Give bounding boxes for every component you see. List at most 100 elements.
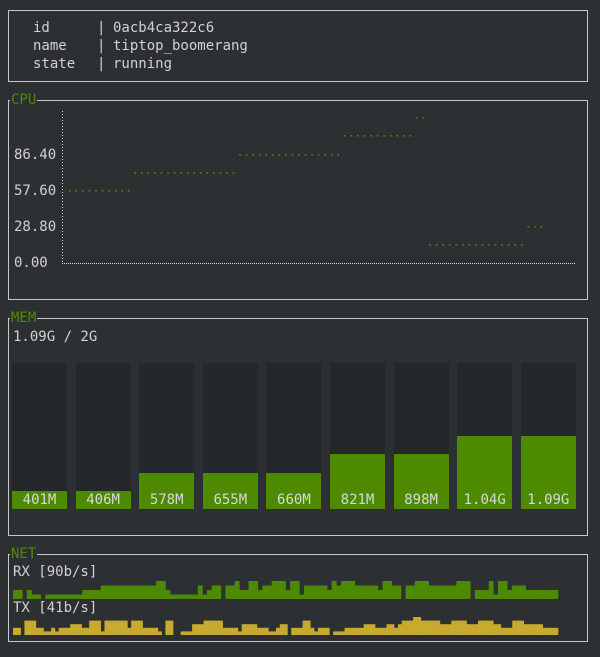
rx-bar xyxy=(317,585,323,599)
tx-bar xyxy=(146,627,151,635)
tx-bar xyxy=(249,624,254,635)
cpu-title: CPU xyxy=(10,91,38,109)
mem-bar: 655M xyxy=(202,472,258,509)
tx-bar xyxy=(302,620,307,635)
tx-bar xyxy=(89,620,94,635)
cpu-point xyxy=(121,190,123,192)
cpu-point xyxy=(442,244,444,246)
tx-bar xyxy=(542,627,547,635)
tx-bar xyxy=(119,620,124,635)
cpu-point xyxy=(160,172,163,174)
tx-bar xyxy=(237,631,242,635)
cpu-point xyxy=(448,244,451,246)
rx-bar xyxy=(419,581,425,599)
y-tick-label: 28.80 xyxy=(14,219,57,235)
tx-bar xyxy=(359,627,364,635)
mem-bar: 401M xyxy=(12,490,67,509)
tx-bar xyxy=(390,624,395,635)
cpu-point xyxy=(435,244,438,246)
tx-bar xyxy=(165,620,170,635)
tx-bar xyxy=(47,631,52,635)
cpu-point xyxy=(494,244,497,246)
tx-bar xyxy=(535,624,540,635)
tx-bar xyxy=(497,624,502,635)
tx-bar xyxy=(62,627,67,635)
tx-bar xyxy=(127,627,132,635)
rx-bar xyxy=(49,594,55,599)
cpu-point xyxy=(285,154,287,156)
info-row-name: name | tiptop_boomerang xyxy=(33,37,248,55)
rx-bar xyxy=(461,581,466,599)
mem-bar-label: 655M xyxy=(213,492,248,508)
rx-bar xyxy=(437,585,443,599)
cpu-point xyxy=(239,154,241,156)
tx-bar xyxy=(538,624,544,635)
tx-bar xyxy=(295,627,300,635)
rx-bar xyxy=(146,585,152,599)
cpu-point xyxy=(88,190,91,192)
tx-bar xyxy=(77,624,82,635)
cpu-point xyxy=(226,172,228,174)
mem-column: 401M xyxy=(12,363,67,509)
cpu-point xyxy=(317,154,320,156)
tx-bar xyxy=(466,624,471,635)
cpu-point xyxy=(324,154,327,156)
tx-bar xyxy=(386,624,391,635)
tx-bar xyxy=(291,627,296,635)
mem-title: MEM xyxy=(10,309,38,327)
rx-bar xyxy=(174,594,180,599)
rx-bar xyxy=(206,590,212,599)
mem-bar-label: 898M xyxy=(404,492,438,508)
separator: | xyxy=(97,20,114,36)
tx-bar xyxy=(184,631,189,635)
rx-bar xyxy=(488,581,494,599)
tx-bar xyxy=(195,624,201,635)
rx-bar xyxy=(257,590,263,599)
tx-bar xyxy=(275,627,281,635)
rx-bar xyxy=(96,590,102,599)
tx-bar xyxy=(413,617,418,635)
cpu-point xyxy=(389,135,392,137)
mem-bar-label: 406M xyxy=(86,492,120,508)
tx-bar xyxy=(317,627,323,635)
rx-bar xyxy=(322,585,328,599)
rx-bar xyxy=(31,594,37,599)
cpu-point xyxy=(363,135,366,137)
rx-bar xyxy=(377,590,383,599)
tx-bar xyxy=(344,627,349,635)
tx-bar xyxy=(154,627,159,635)
mem-column: 821M xyxy=(330,363,385,509)
tx-bar xyxy=(310,627,315,635)
tx-bar xyxy=(24,620,29,635)
mem-column: 1.04G xyxy=(457,363,513,509)
mem-bar: 1.09G xyxy=(520,436,576,509)
tx-bar xyxy=(218,620,223,635)
rx-bar xyxy=(202,594,208,599)
tx-bar xyxy=(500,627,505,635)
y-tick-label: 0.00 xyxy=(14,255,48,271)
tx-bar xyxy=(123,620,128,635)
tx-bar xyxy=(138,620,143,635)
mem-bar-label: 401M xyxy=(22,492,57,508)
tx-bar xyxy=(436,620,441,635)
rx-bar xyxy=(137,585,143,599)
rx-bar xyxy=(313,585,319,599)
tx-bar xyxy=(401,620,406,635)
rx-bar xyxy=(290,581,296,599)
cpu-point xyxy=(514,244,516,246)
rx-bar xyxy=(59,594,65,599)
tx-bar xyxy=(203,620,208,635)
tx-bar xyxy=(340,631,345,635)
mem-bar-label: 821M xyxy=(340,492,375,508)
tx-bar xyxy=(516,620,521,635)
tx-bar xyxy=(211,620,216,635)
tx-bar xyxy=(226,627,231,635)
rx-bar xyxy=(405,585,411,599)
rx-bar xyxy=(548,590,554,599)
rx-bar xyxy=(230,585,235,599)
cpu-chart xyxy=(62,111,576,264)
rx-bar xyxy=(68,594,74,599)
tx-bar xyxy=(508,627,513,635)
rx-bar xyxy=(243,590,249,599)
rx-bar xyxy=(86,590,92,599)
